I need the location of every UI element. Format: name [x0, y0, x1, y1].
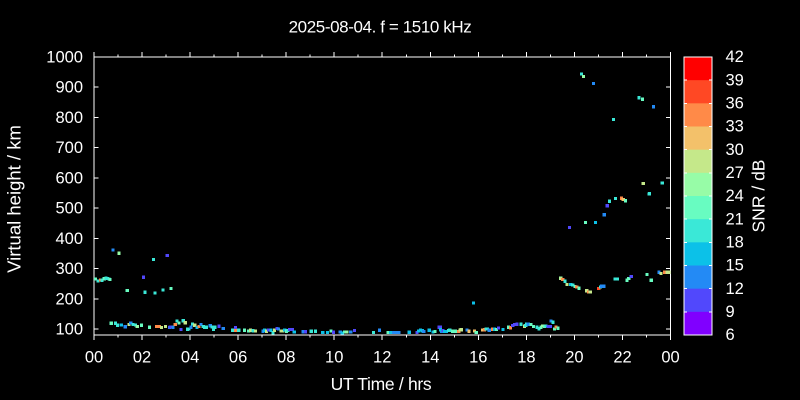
svg-text:24: 24 [726, 187, 744, 205]
svg-text:00: 00 [661, 349, 679, 367]
svg-text:14: 14 [421, 349, 439, 367]
svg-text:22: 22 [613, 349, 631, 367]
svg-text:12: 12 [373, 349, 391, 367]
svg-text:00: 00 [85, 349, 103, 367]
svg-text:Virtual height / km: Virtual height / km [4, 125, 25, 273]
svg-text:33: 33 [726, 118, 744, 136]
svg-text:10: 10 [325, 349, 343, 367]
svg-text:18: 18 [517, 349, 535, 367]
svg-text:18: 18 [726, 234, 744, 252]
svg-text:39: 39 [726, 71, 744, 89]
svg-text:6: 6 [726, 326, 735, 344]
svg-text:06: 06 [229, 349, 247, 367]
svg-text:UT Time / hrs: UT Time / hrs [331, 374, 432, 394]
svg-text:30: 30 [726, 141, 744, 159]
svg-text:200: 200 [55, 290, 83, 308]
svg-text:36: 36 [726, 95, 744, 113]
svg-text:600: 600 [55, 169, 83, 187]
svg-text:12: 12 [726, 280, 744, 298]
svg-text:42: 42 [726, 48, 744, 66]
svg-text:27: 27 [726, 164, 744, 182]
svg-text:SNR / dB: SNR / dB [749, 160, 769, 233]
svg-text:900: 900 [55, 79, 83, 97]
svg-text:04: 04 [181, 349, 199, 367]
svg-text:2025-08-04. f = 1510 kHz: 2025-08-04. f = 1510 kHz [289, 18, 472, 37]
svg-text:16: 16 [469, 349, 487, 367]
svg-text:700: 700 [55, 139, 83, 157]
svg-text:02: 02 [133, 349, 151, 367]
svg-text:08: 08 [277, 349, 295, 367]
svg-text:15: 15 [726, 257, 744, 275]
svg-text:300: 300 [55, 260, 83, 278]
svg-text:9: 9 [726, 303, 735, 321]
svg-text:500: 500 [55, 200, 83, 218]
svg-text:800: 800 [55, 109, 83, 127]
svg-text:100: 100 [55, 321, 83, 339]
svg-text:21: 21 [726, 210, 744, 228]
svg-text:20: 20 [565, 349, 583, 367]
svg-text:400: 400 [55, 230, 83, 248]
svg-text:1000: 1000 [46, 49, 83, 67]
